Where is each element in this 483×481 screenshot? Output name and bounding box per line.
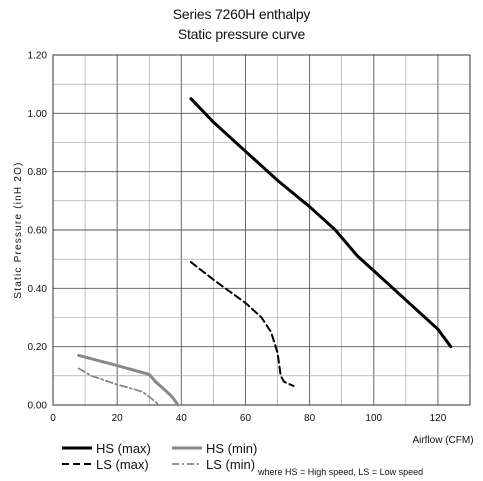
- series-line-ls-max: [189, 261, 295, 387]
- series-layer: [77, 97, 453, 407]
- y-tick-label: 0.20: [28, 342, 48, 353]
- legend-note: where HS = High speed, LS = Low speed: [257, 467, 423, 477]
- plot-frame: [52, 54, 471, 406]
- legend-label-ls-max: LS (max): [96, 457, 149, 472]
- chart-title: Series 7260H enthalpy Static pressure cu…: [0, 4, 483, 44]
- y-tick-label: 0.80: [28, 167, 48, 178]
- series-line-ls-min: [77, 367, 160, 406]
- x-tick-label: 0: [50, 413, 56, 424]
- chart-title-line-2: Static pressure curve: [177, 26, 306, 42]
- y-axis-label: Static Pressure (inH 2O): [13, 161, 24, 298]
- y-tick-label: 0.60: [28, 226, 48, 237]
- y-tick-label: 1.20: [28, 51, 48, 62]
- y-tick-label: 0.40: [28, 284, 48, 295]
- x-tick-label: 20: [112, 413, 124, 424]
- x-tick-label: 40: [176, 413, 188, 424]
- x-tick-label: 100: [365, 413, 382, 424]
- x-tick-label: 80: [304, 413, 316, 424]
- grid: [52, 54, 471, 406]
- x-axis-label: Airflow (CFM): [412, 435, 473, 446]
- legend-label-hs-min: HS (min): [206, 441, 257, 456]
- x-tick-label: 120: [430, 413, 447, 424]
- y-tick-label: 0.00: [28, 401, 48, 412]
- legend-label-ls-min: LS (min): [206, 457, 255, 472]
- series-line-hs-min: [77, 353, 180, 407]
- chart-title-line-1: Series 7260H enthalpy: [172, 6, 311, 22]
- legend: HS (max) HS (min) LS (max) LS (min): [62, 441, 257, 472]
- series-line-hs-max: [189, 97, 453, 349]
- legend-label-hs-max: HS (max): [96, 441, 151, 456]
- x-tick-label: 60: [240, 413, 252, 424]
- axes: 0 20 40 60 80 100 120 0.00 0.20 0.40 0.60 0.80 1.00 1…: [28, 51, 447, 425]
- y-tick-label: 1.00: [28, 109, 48, 120]
